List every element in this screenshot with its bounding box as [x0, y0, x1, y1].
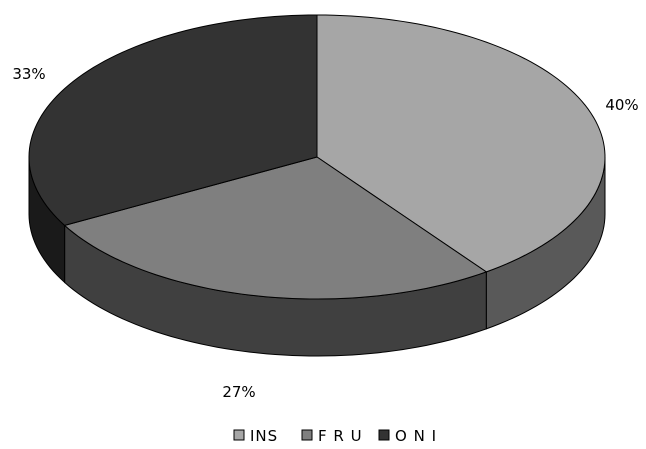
- pie-slice-fru: [63, 156, 488, 300]
- legend-swatch-oni: [378, 429, 390, 441]
- data-labels: 40% 27% 33%: [12, 65, 638, 401]
- data-label-ins: 40%: [605, 96, 638, 114]
- legend-swatch-fru: [301, 429, 313, 441]
- pie-slice-ins: [316, 14, 606, 273]
- data-label-oni: 33%: [12, 65, 45, 83]
- legend: INS F R U O N I: [233, 427, 437, 445]
- pie-slice-oni: [28, 14, 318, 226]
- legend-label-oni: O N I: [395, 427, 437, 445]
- legend-swatch-ins: [233, 429, 245, 441]
- data-label-fru: 27%: [222, 383, 255, 401]
- legend-label-ins: INS: [250, 427, 278, 445]
- pie-tops: [28, 14, 606, 300]
- legend-label-fru: F R U: [318, 427, 363, 445]
